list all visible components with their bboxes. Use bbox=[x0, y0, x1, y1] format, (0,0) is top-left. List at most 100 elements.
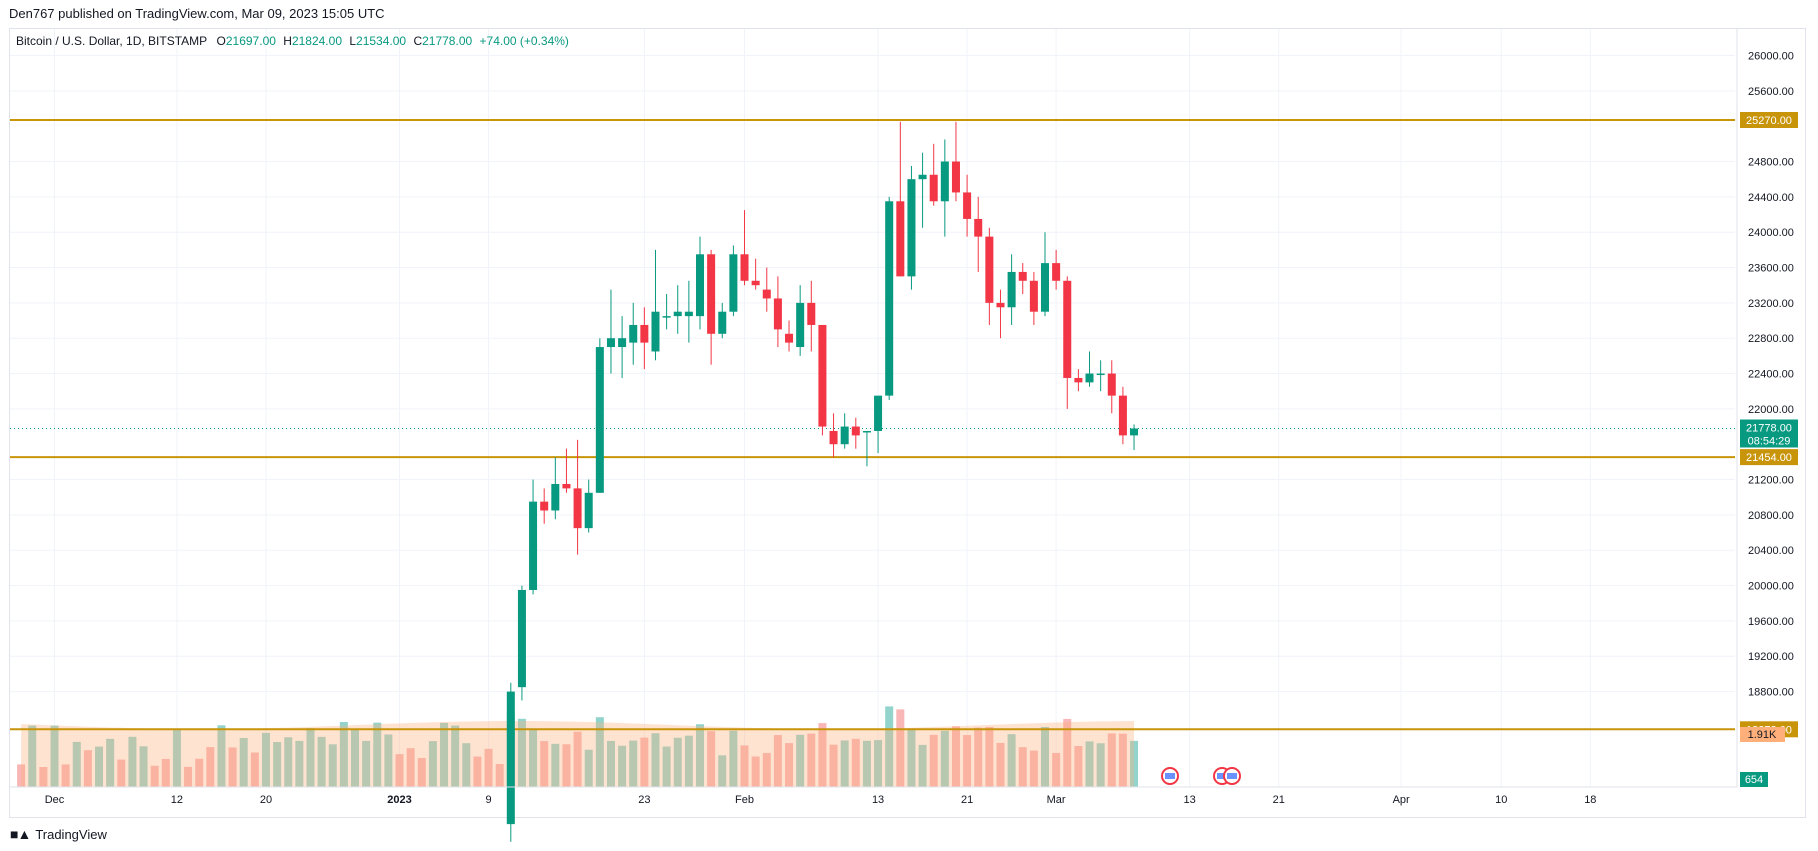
volume-bar bbox=[540, 741, 549, 787]
volume-bar bbox=[484, 748, 493, 787]
volume-tag bbox=[1740, 772, 1768, 787]
volume-bar bbox=[974, 727, 983, 787]
last-price-label: 21778.00 bbox=[1746, 422, 1792, 434]
candle-body bbox=[718, 311, 727, 334]
candle-body bbox=[963, 192, 972, 219]
candle-body bbox=[595, 347, 604, 493]
volume-bar bbox=[495, 764, 504, 787]
volume-bar bbox=[95, 746, 104, 787]
price-tick-label: 20000.00 bbox=[1748, 581, 1794, 593]
volume-bar bbox=[462, 743, 471, 787]
price-tick-label: 19200.00 bbox=[1748, 651, 1794, 663]
time-tick-label: 2023 bbox=[387, 794, 411, 806]
candle-body bbox=[695, 254, 705, 317]
volume-bar bbox=[128, 736, 137, 787]
symbol-legend: Bitcoin / U.S. Dollar, 1D, BITSTAMP O216… bbox=[16, 34, 573, 48]
candle-body bbox=[985, 236, 994, 303]
candle-body bbox=[785, 333, 794, 343]
volume-bar bbox=[751, 756, 760, 787]
volume-bar bbox=[785, 743, 794, 787]
price-tick-label: 22400.00 bbox=[1748, 369, 1794, 381]
volume-bar bbox=[328, 744, 337, 787]
brand-name: TradingView bbox=[35, 826, 107, 842]
volume-bar bbox=[206, 747, 215, 787]
candle-body bbox=[729, 254, 738, 312]
volume-bar bbox=[217, 725, 226, 787]
volume-bar bbox=[551, 743, 560, 787]
volume-ma-tag bbox=[1740, 727, 1785, 742]
volume-bar bbox=[684, 735, 693, 787]
candle-body bbox=[662, 316, 671, 318]
level-price-label: 21454.00 bbox=[1746, 452, 1792, 464]
level-price-tag bbox=[1740, 111, 1798, 128]
tradingview-logo-icon: ■▲ bbox=[10, 826, 31, 842]
time-tick-label: Feb bbox=[735, 794, 754, 806]
volume-bar bbox=[406, 748, 415, 787]
candle-body bbox=[517, 589, 526, 688]
volume-bar bbox=[651, 733, 660, 787]
candle-body bbox=[818, 324, 827, 427]
volume-bar bbox=[250, 752, 259, 787]
candle-body bbox=[1085, 373, 1094, 383]
candle-body bbox=[874, 395, 883, 431]
volume-bar bbox=[773, 735, 782, 787]
time-tick-label: 21 bbox=[1273, 794, 1285, 806]
candle-body bbox=[974, 218, 983, 237]
volume-bar bbox=[862, 740, 871, 787]
volume-bar bbox=[72, 741, 81, 787]
price-tick-label: 25600.00 bbox=[1748, 86, 1794, 98]
candle-body bbox=[584, 492, 593, 529]
axes: 26000.00 25600.00 24800.00 24400.00 24000.00… bbox=[10, 29, 1794, 806]
price-tick-label: 26000.00 bbox=[1748, 51, 1794, 63]
candle-body bbox=[606, 338, 615, 348]
candle-body bbox=[751, 280, 760, 286]
volume-bar bbox=[951, 726, 960, 787]
candle-body bbox=[1118, 395, 1127, 436]
volume-bar bbox=[306, 728, 315, 787]
legend-symbol: Bitcoin / U.S. Dollar, 1D, BITSTAMP bbox=[16, 34, 208, 48]
candle-body bbox=[673, 311, 682, 317]
volume-bar bbox=[228, 747, 237, 787]
volume-bar bbox=[1063, 718, 1072, 787]
tradingview-brand[interactable]: ■▲ TradingView bbox=[10, 826, 107, 842]
level-price-tag bbox=[1740, 449, 1798, 466]
volume-bar bbox=[996, 742, 1005, 787]
legend-open: 21697.00 bbox=[225, 34, 276, 48]
volume-bar bbox=[618, 745, 627, 787]
volume-bar bbox=[1007, 734, 1016, 787]
volume-bar bbox=[907, 728, 916, 787]
volume-bar bbox=[473, 756, 482, 787]
volume-bar bbox=[161, 758, 170, 787]
price-tick-label: 23600.00 bbox=[1748, 263, 1794, 275]
volume-bar bbox=[762, 752, 771, 787]
legend-high: 21824.00 bbox=[291, 34, 342, 48]
candle-body bbox=[896, 201, 905, 277]
time-tick-label: 21 bbox=[961, 794, 973, 806]
volume-bar bbox=[184, 766, 193, 787]
volume-bar bbox=[106, 738, 115, 787]
candle-body bbox=[540, 501, 549, 511]
volume-bar bbox=[28, 725, 37, 787]
legend-low: 21534.00 bbox=[356, 34, 407, 48]
candle-body bbox=[1007, 271, 1016, 308]
candle-body bbox=[640, 324, 649, 343]
volume-bar bbox=[673, 737, 682, 787]
candle-body bbox=[629, 324, 638, 343]
volume-bar bbox=[362, 740, 371, 787]
volume-bar bbox=[829, 744, 838, 787]
volume-bar bbox=[851, 738, 860, 787]
price-tick-label: 22800.00 bbox=[1748, 333, 1794, 345]
volume-bar bbox=[417, 757, 426, 787]
candle-body bbox=[506, 691, 515, 825]
candle-body bbox=[940, 161, 949, 202]
volume-bar bbox=[796, 734, 805, 787]
price-tick-label: 21200.00 bbox=[1748, 475, 1794, 487]
volume-bar bbox=[840, 740, 849, 787]
time-tick-label: 23 bbox=[638, 794, 650, 806]
candle-body bbox=[1018, 271, 1027, 281]
volume-bar bbox=[807, 733, 816, 787]
candle-body bbox=[1096, 373, 1105, 376]
volume-bar bbox=[39, 767, 48, 787]
chart-grid bbox=[10, 29, 1735, 787]
